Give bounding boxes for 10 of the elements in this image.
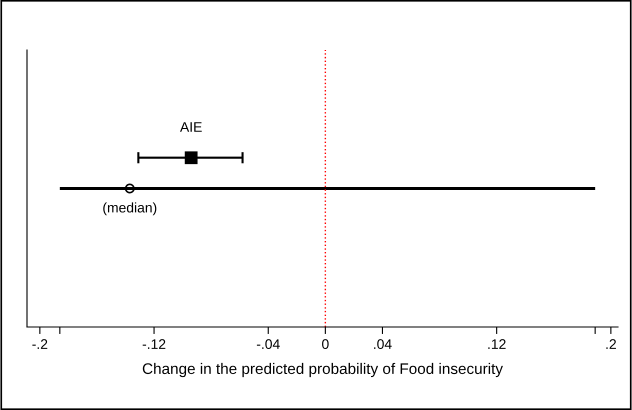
x-tick-label: -.12 (142, 339, 166, 349)
x-tick-label: .2 (606, 339, 616, 349)
x-axis-title: Change in the predicted probability of Food insecurity (142, 362, 503, 378)
x-tick-label: 0 (322, 339, 329, 350)
x-tick-label: .04 (374, 339, 392, 350)
x-tick-label: .12 (488, 339, 506, 349)
x-tick-label: -.04 (256, 339, 280, 350)
annotation: (median) (103, 202, 156, 216)
series-label: AIE (180, 122, 202, 132)
x-tick-label: -.2 (32, 339, 48, 349)
